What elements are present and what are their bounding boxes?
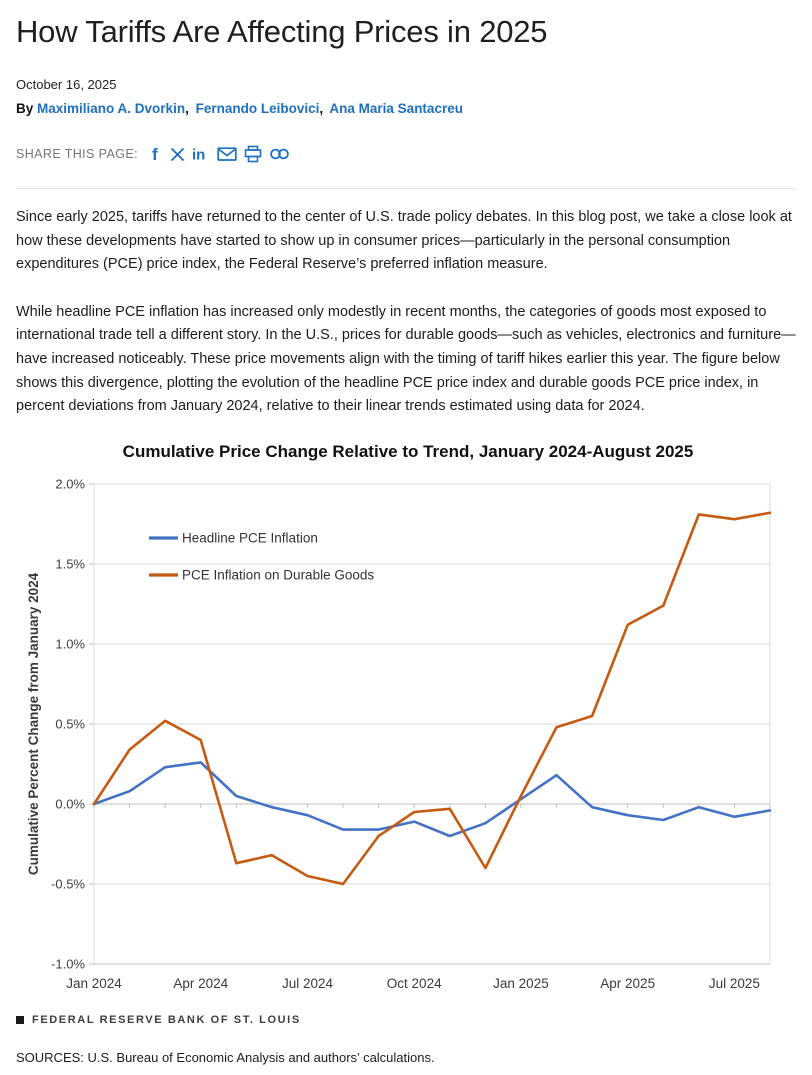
y-tick-label: 0.0% xyxy=(55,796,85,811)
brand-footer: FEDERAL RESERVE BANK OF ST. LOUIS xyxy=(16,1014,796,1026)
post-date: October 16, 2025 xyxy=(16,77,117,92)
chart-block: Cumulative Price Change Relative to Tren… xyxy=(16,442,796,1007)
byline-prefix: By xyxy=(16,101,34,116)
linkedin-icon[interactable]: in xyxy=(192,145,210,164)
y-tick-label: -0.5% xyxy=(51,876,85,891)
brand-square-icon xyxy=(16,1015,24,1024)
author-link-leibovici[interactable]: Fernando Leibovici xyxy=(195,101,320,116)
author-link-santacreu[interactable]: Ana Maria Santacreu xyxy=(329,101,463,116)
x-tick-label: Oct 2024 xyxy=(387,976,442,991)
byline: By Maximiliano A. Dvorkin, Fernando Leib… xyxy=(16,101,796,116)
y-tick-label: -1.0% xyxy=(51,956,85,971)
legend-label: PCE Inflation on Durable Goods xyxy=(182,567,374,582)
email-icon[interactable] xyxy=(217,145,237,163)
x-tick-label: Jan 2024 xyxy=(66,976,122,991)
author-separator: , xyxy=(319,101,324,116)
x-tick-label: Jan 2025 xyxy=(493,976,549,991)
author-separator: , xyxy=(185,101,189,116)
header-divider xyxy=(16,188,796,189)
print-icon[interactable] xyxy=(244,145,262,163)
y-axis-title: Cumulative Percent Change from January 2… xyxy=(26,572,41,875)
y-tick-label: 0.5% xyxy=(55,716,85,731)
y-tick-label: 1.0% xyxy=(55,636,85,651)
share-row: SHARE THIS PAGE: f in xyxy=(16,145,796,163)
facebook-icon[interactable]: f xyxy=(151,145,163,163)
share-label: SHARE THIS PAGE: xyxy=(16,147,138,161)
svg-text:in: in xyxy=(192,147,205,164)
paragraph-1: Since early 2025, tariffs have returned … xyxy=(16,209,792,273)
line-chart: 2.0% 1.5% 1.0% 0.5% 0.0% -0.5% -1.0% Jan 2024 Ap… xyxy=(26,476,772,991)
brand-name: FEDERAL RESERVE BANK OF ST. LOUIS xyxy=(32,1013,301,1026)
x-tick-label: Apr 2025 xyxy=(600,976,655,991)
y-tick-label: 2.0% xyxy=(55,476,85,491)
x-icon[interactable] xyxy=(170,145,185,163)
x-tick-label: Apr 2024 xyxy=(173,976,228,991)
y-tick-label: 1.5% xyxy=(55,556,85,571)
page-title: How Tariffs Are Affecting Prices in 2025 xyxy=(16,14,548,49)
author-link-dvorkin[interactable]: Maximiliano A. Dvorkin xyxy=(37,101,186,116)
paragraph-2: While headline PCE inflation has increas… xyxy=(16,303,796,415)
svg-text:f: f xyxy=(152,145,158,163)
x-tick-label: Jul 2024 xyxy=(282,976,334,991)
legend-label: Headline PCE Inflation xyxy=(182,530,318,545)
x-tick-label: Jul 2025 xyxy=(709,976,760,991)
link-icon[interactable] xyxy=(269,145,290,163)
article-body: Since early 2025, tariffs have returned … xyxy=(16,206,796,419)
chart-line-headline-pce xyxy=(92,760,772,838)
sources-note: SOURCES: U.S. Bureau of Economic Analysi… xyxy=(16,1049,435,1065)
chart-line-durable-goods-pce xyxy=(92,511,772,886)
chart-title: Cumulative Price Change Relative to Tren… xyxy=(122,441,694,461)
